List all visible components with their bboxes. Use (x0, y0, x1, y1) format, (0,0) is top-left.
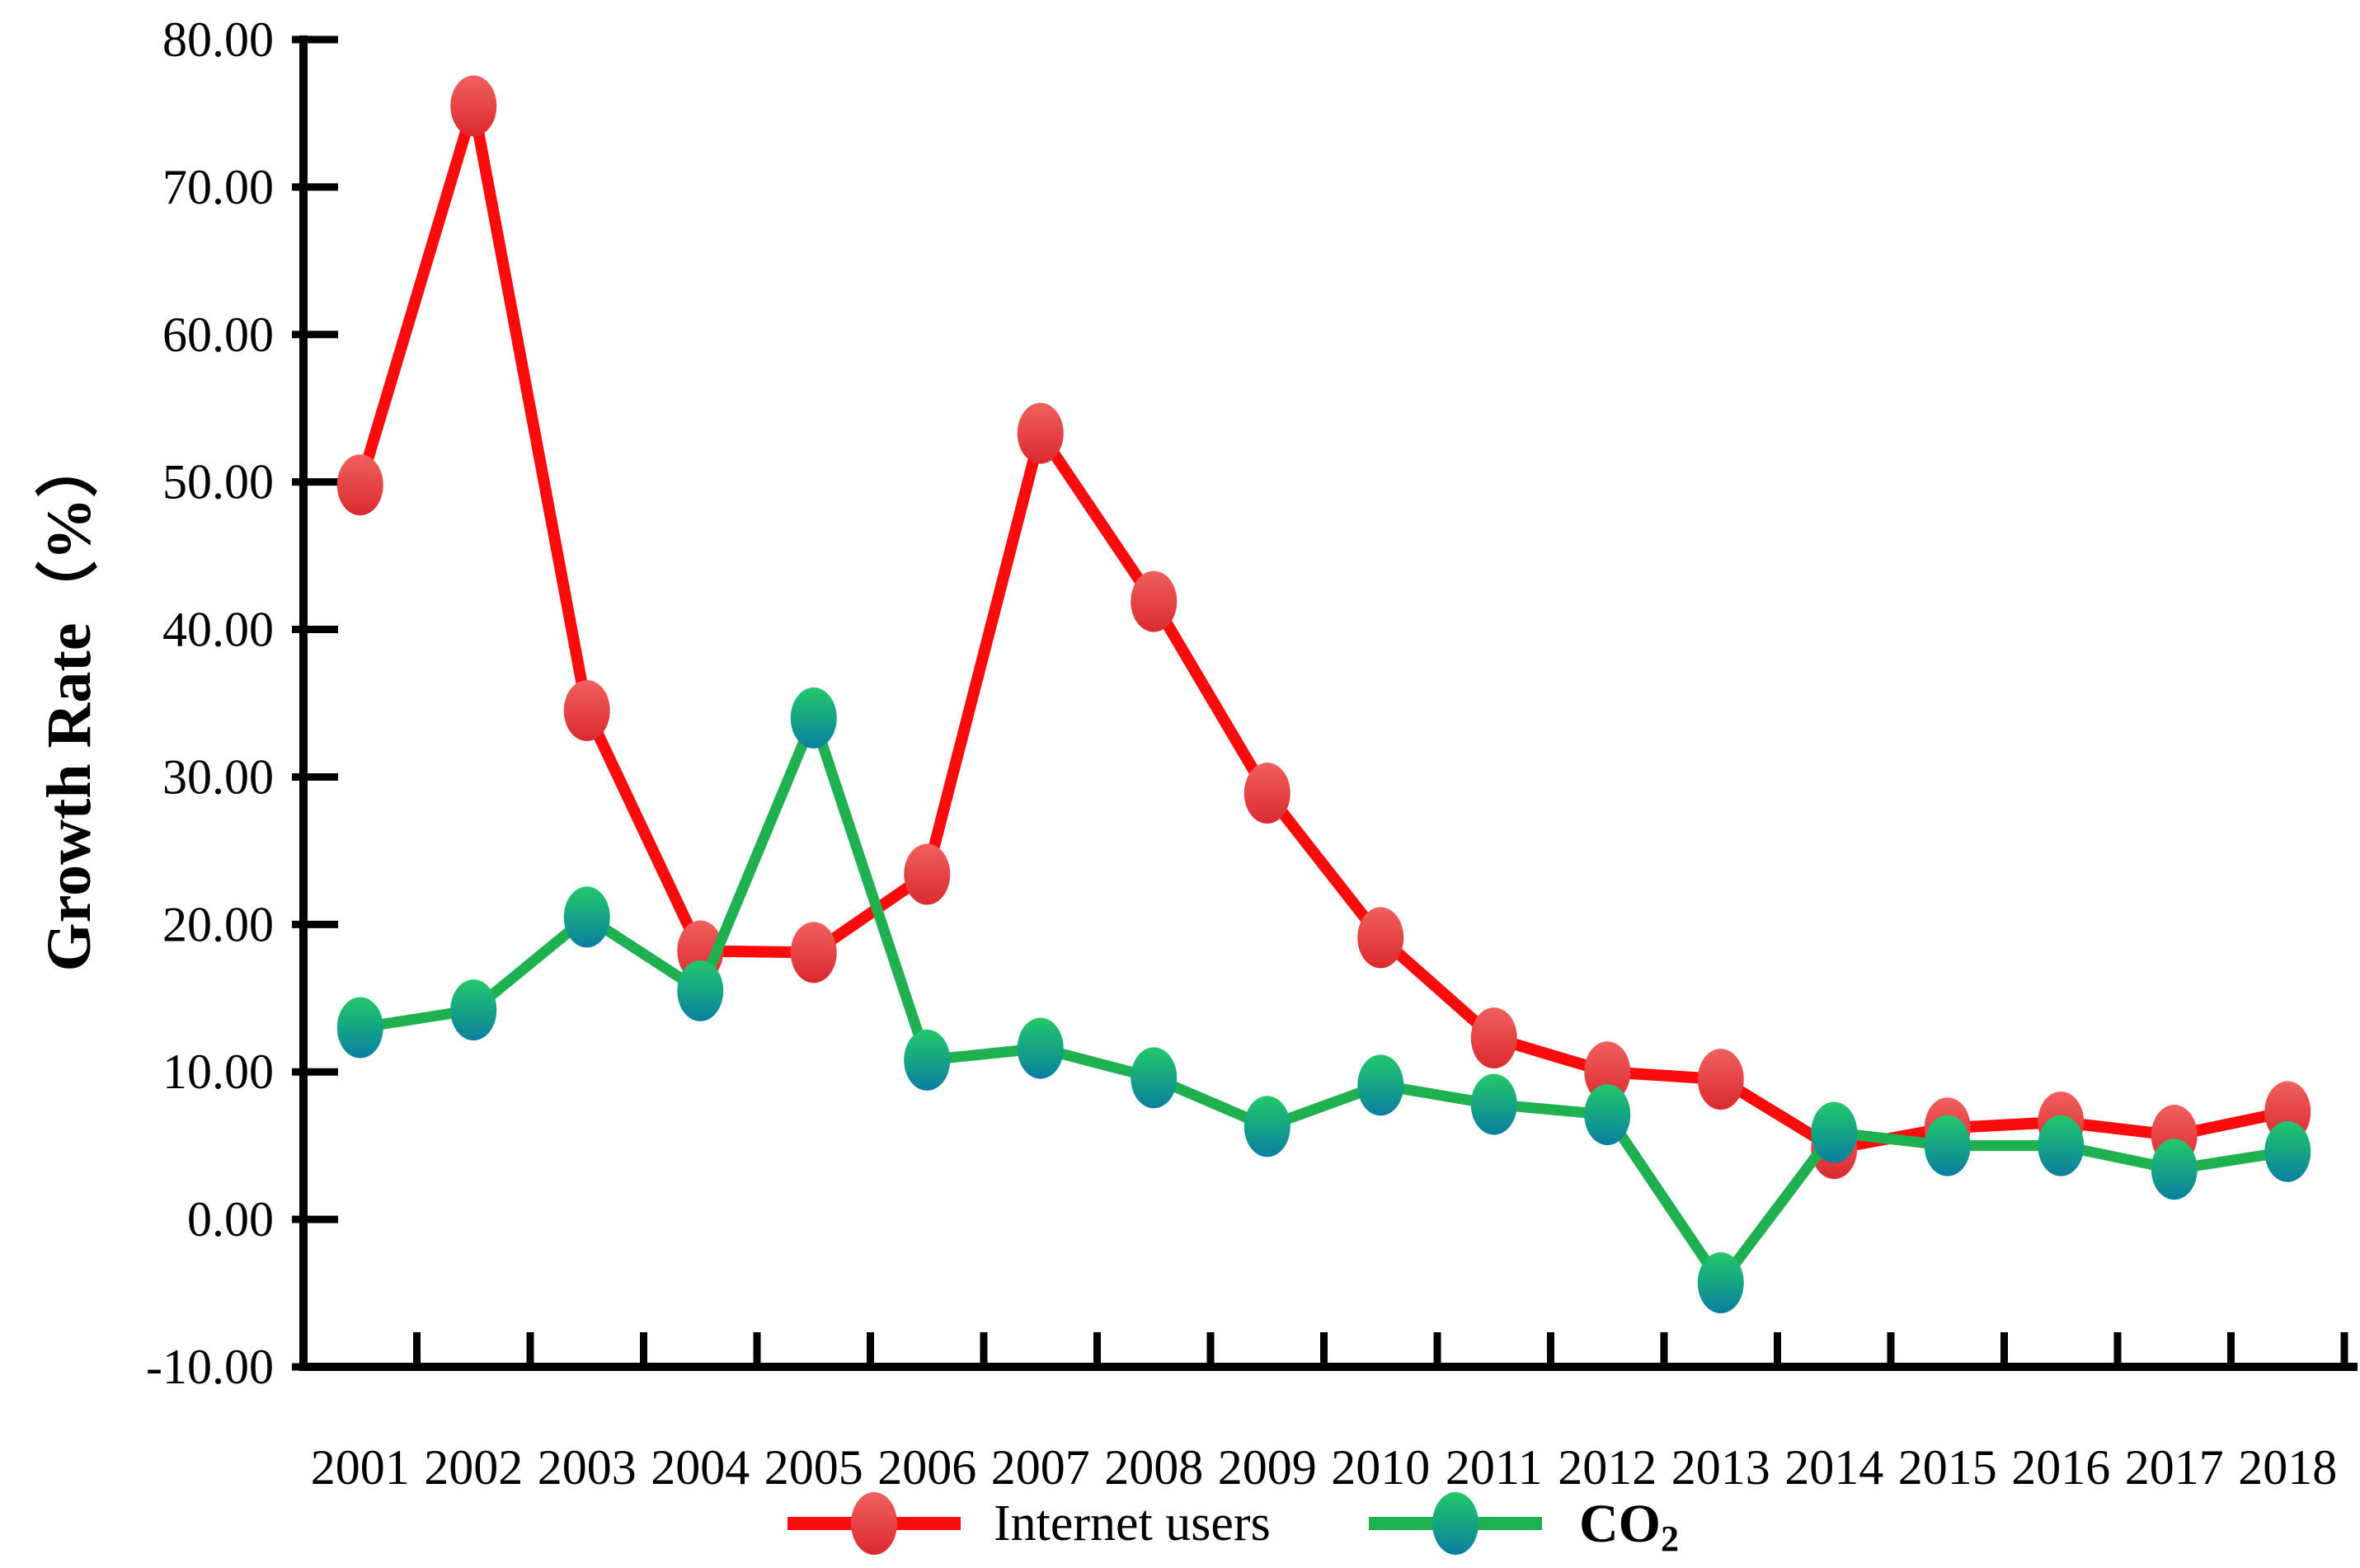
legend-marker-co2 (1432, 1492, 1479, 1555)
data-point-internet-users-2003 (563, 679, 610, 741)
data-point-co2-2004 (677, 960, 724, 1021)
x-axis-year-label: 2008 (1104, 1440, 1203, 1495)
data-point-internet-users-2008 (1131, 570, 1178, 632)
series-line-co2 (359, 712, 2289, 1289)
y-axis-tick-label: 40.00 (162, 603, 274, 657)
x-axis-year-label: 2001 (311, 1440, 410, 1495)
x-axis-year-label: 2009 (1218, 1440, 1317, 1495)
x-axis-year-label: 2002 (424, 1440, 523, 1495)
x-axis-year-label: 2017 (2125, 1440, 2224, 1495)
data-point-co2-2006 (904, 1029, 951, 1091)
x-axis-year-label: 2011 (1446, 1440, 1543, 1495)
data-point-co2-2008 (1131, 1047, 1178, 1109)
data-point-co2-2015 (1924, 1115, 1971, 1176)
y-axis-tick-label: 50.00 (162, 455, 274, 509)
x-axis-year-label: 2005 (764, 1440, 863, 1495)
data-point-internet-users-2009 (1243, 763, 1290, 824)
y-axis-tick-label: 0.00 (187, 1192, 274, 1246)
series-layer (336, 75, 2311, 1314)
y-axis-tick-label: 80.00 (162, 12, 274, 67)
y-axis-tick-label: -10.00 (146, 1340, 274, 1394)
data-point-co2-2010 (1357, 1054, 1404, 1116)
data-point-co2-2001 (336, 997, 383, 1059)
legend-label-co2: CO2 (1579, 1494, 1679, 1559)
legend-label-internet-users: Internet users (994, 1495, 1271, 1552)
x-axis-year-label: 2013 (1671, 1440, 1770, 1495)
x-axis-year-label: 2006 (877, 1440, 976, 1495)
legend: Internet users CO2 (787, 1492, 1679, 1559)
legend-marker-internet-users (851, 1492, 897, 1555)
data-point-co2-2016 (2038, 1115, 2085, 1176)
y-axis-title: Growth Rate（%） (35, 435, 104, 972)
x-axis-year-label: 2010 (1331, 1440, 1430, 1495)
data-point-internet-users-2002 (450, 75, 497, 137)
data-point-co2-2017 (2151, 1138, 2198, 1200)
data-point-internet-users-2006 (904, 843, 951, 905)
data-point-co2-2007 (1017, 1017, 1064, 1079)
data-point-internet-users-2005 (790, 922, 837, 984)
x-axis-year-label: 2012 (1558, 1440, 1657, 1495)
data-point-co2-2002 (450, 979, 497, 1041)
y-axis-tick-label: 30.00 (162, 749, 274, 804)
data-point-internet-users-2013 (1697, 1049, 1744, 1110)
x-axis-year-label: 2016 (2011, 1440, 2110, 1495)
x-axis-year-label: 2007 (991, 1440, 1090, 1495)
data-point-internet-users-2007 (1017, 402, 1064, 464)
data-point-co2-2009 (1243, 1096, 1290, 1157)
data-point-co2-2014 (1811, 1101, 1858, 1163)
x-axis-year-label: 2018 (2238, 1440, 2337, 1495)
series-line-internet-users (355, 100, 2289, 1155)
y-axis-tick-label: 60.00 (162, 307, 274, 362)
legend-label-co2-subscript: 2 (1661, 1519, 1679, 1559)
x-axis-year-label: 2015 (1898, 1440, 1997, 1495)
axes-layer: 80.00 70.00 60.00 50.00 40.00 30.00 20.00 10.00… (146, 12, 2358, 1495)
x-axis-year-label: 2003 (538, 1440, 637, 1495)
y-axis-tick-label: 70.00 (162, 160, 274, 214)
data-point-co2-2005 (790, 687, 837, 749)
data-point-co2-2011 (1470, 1073, 1517, 1135)
data-point-internet-users-2011 (1470, 1007, 1517, 1069)
data-point-co2-2003 (563, 886, 610, 948)
data-point-co2-2018 (2264, 1120, 2311, 1182)
data-point-co2-2013 (1697, 1252, 1744, 1314)
data-point-internet-users-2010 (1357, 907, 1404, 969)
data-point-internet-users-2001 (336, 454, 383, 516)
legend-label-co2-main: CO (1579, 1494, 1661, 1554)
x-axis-year-label: 2014 (1784, 1440, 1883, 1495)
data-point-internet-users-2012 (1584, 1041, 1631, 1103)
y-axis-tick-label: 10.00 (162, 1045, 274, 1099)
y-axis-tick-label: 20.00 (162, 897, 274, 951)
x-axis-year-label: 2004 (651, 1440, 750, 1495)
data-point-co2-2012 (1584, 1084, 1631, 1146)
